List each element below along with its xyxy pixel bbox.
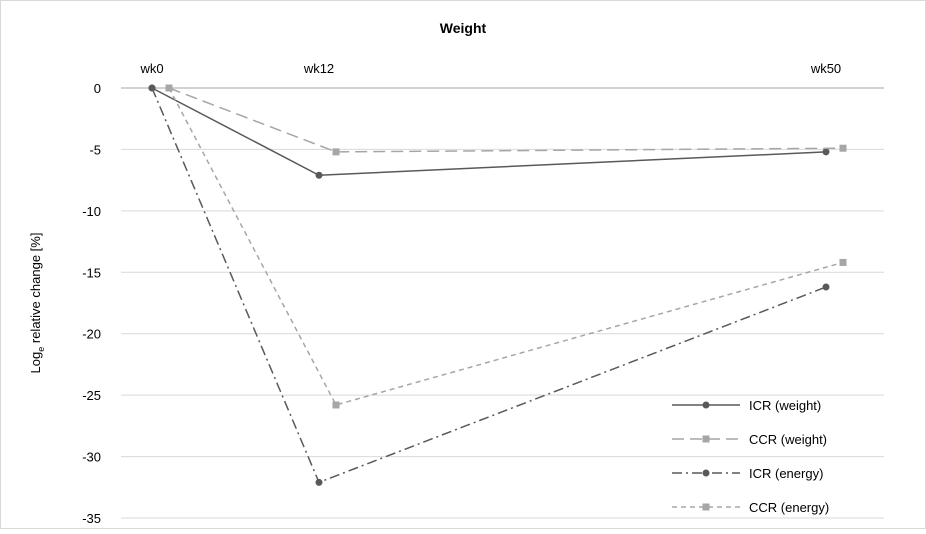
legend: ICR (weight) CCR (weight) ICR (energy) CCR … — [672, 398, 829, 515]
y-axis-label: Loge relative change [%] — [28, 233, 46, 374]
y-tick-label: -5 — [89, 142, 101, 157]
series-4 — [165, 84, 847, 409]
legend-label: ICR (weight) — [749, 398, 821, 413]
y-tick-label: -25 — [82, 388, 101, 403]
axes: 0 -5 -10 -15 -20 -25 -30 -35 wk0 wk12 wk50 Loge rel… — [28, 61, 884, 526]
legend-item: ICR (energy) — [672, 466, 823, 481]
legend-marker — [702, 503, 710, 511]
legend-marker — [702, 469, 710, 477]
data-point — [332, 401, 340, 409]
legend-label: CCR (energy) — [749, 500, 829, 515]
legend-item: CCR (weight) — [672, 432, 827, 447]
legend-item: CCR (energy) — [672, 500, 829, 515]
legend-label: CCR (weight) — [749, 432, 827, 447]
y-tick-label: 0 — [94, 81, 101, 96]
x-tick-label: wk0 — [139, 61, 163, 76]
data-point — [332, 148, 340, 156]
legend-item: ICR (weight) — [672, 398, 821, 413]
data-point — [822, 283, 830, 291]
data-point — [839, 258, 847, 266]
chart-title: Weight — [440, 20, 487, 36]
y-tick-label: -30 — [82, 450, 101, 465]
x-tick-label: wk50 — [810, 61, 841, 76]
legend-marker — [702, 435, 710, 443]
data-point — [822, 148, 830, 156]
data-point — [148, 84, 156, 92]
x-tick-label: wk12 — [303, 61, 334, 76]
y-tick-label: -10 — [82, 204, 101, 219]
grid-lines — [121, 148, 884, 519]
y-tick-label: -35 — [82, 511, 101, 526]
series-3 — [148, 84, 830, 486]
y-tick-label: -15 — [82, 265, 101, 280]
series-line — [168, 87, 844, 406]
y-tick-label: -20 — [82, 327, 101, 342]
data-point — [839, 144, 847, 152]
data-point — [315, 171, 323, 179]
legend-marker — [702, 401, 710, 409]
series-layer — [148, 84, 847, 486]
data-point — [315, 478, 323, 486]
data-point — [165, 84, 173, 92]
legend-label: ICR (energy) — [749, 466, 823, 481]
series-line — [168, 87, 844, 153]
